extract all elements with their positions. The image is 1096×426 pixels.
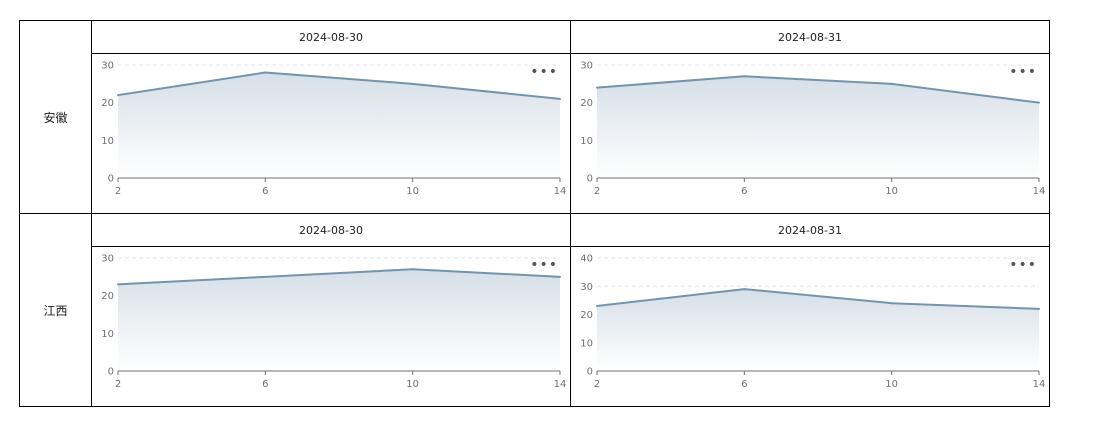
x-tick-label: 2 (115, 186, 121, 197)
area-fill (118, 72, 560, 178)
date-header: 2024-08-30 (92, 21, 570, 54)
data-point (411, 82, 414, 85)
x-tick-label: 6 (262, 186, 268, 197)
chart-cell: 2024-08-31 0 10 20 30 2 6 10 14 ••• (571, 21, 1049, 213)
date-header: 2024-08-31 (571, 214, 1049, 247)
x-tick-label: 14 (554, 186, 567, 197)
data-point (890, 302, 893, 305)
data-grid-table: 安徽 2024-08-30 0 10 20 30 2 6 10 14 ••• 2024-08-… (19, 20, 1050, 407)
chart-area: 0 10 20 30 2 6 10 14 ••• (571, 54, 1049, 213)
y-tick-label: 30 (101, 254, 114, 265)
series-line (117, 71, 561, 100)
data-point (596, 305, 598, 308)
data-point (1038, 101, 1040, 104)
data-point (559, 275, 561, 278)
data-point (411, 268, 414, 271)
row-label-anhui: 安徽 (20, 21, 92, 213)
more-horizontal-icon[interactable]: ••• (530, 257, 558, 273)
line-chart: 0 10 20 30 2 6 10 14 (101, 61, 567, 198)
series-line (596, 288, 1040, 310)
series-line (117, 268, 561, 286)
chart-area: 0 10 20 30 2 6 10 14 ••• (92, 54, 570, 213)
y-tick-label: 10 (580, 338, 593, 349)
x-tick-label: 6 (741, 186, 747, 197)
x-tick-label: 14 (1033, 186, 1046, 197)
chart-cell: 2024-08-31 0 10 20 30 40 2 6 10 14 ••• (571, 214, 1049, 407)
line-chart: 0 10 20 30 2 6 10 14 (101, 254, 567, 391)
area-fill (597, 289, 1039, 371)
line-chart: 0 10 20 30 2 6 10 14 (580, 61, 1046, 198)
y-tick-label: 0 (108, 174, 114, 185)
data-point (890, 82, 893, 85)
more-horizontal-icon[interactable]: ••• (530, 64, 558, 80)
chart-area: 0 10 20 30 2 6 10 14 ••• (92, 247, 570, 407)
y-tick-label: 30 (580, 61, 593, 72)
data-point (117, 94, 119, 97)
y-tick-label: 10 (101, 329, 114, 340)
y-tick-label: 20 (101, 291, 114, 302)
x-tick-label: 14 (554, 379, 567, 390)
x-tick-label: 10 (885, 379, 898, 390)
area-fill (597, 76, 1039, 178)
y-tick-label: 0 (587, 174, 593, 185)
more-horizontal-icon[interactable]: ••• (1009, 257, 1037, 273)
more-horizontal-icon[interactable]: ••• (1009, 64, 1037, 80)
x-tick-label: 10 (406, 186, 419, 197)
y-tick-label: 30 (101, 61, 114, 72)
area-fill (118, 269, 560, 371)
y-tick-label: 0 (587, 367, 593, 378)
chart-area: 0 10 20 30 40 2 6 10 14 ••• (571, 247, 1049, 407)
x-tick-label: 2 (115, 379, 121, 390)
y-tick-label: 30 (580, 282, 593, 293)
y-tick-label: 20 (580, 98, 593, 109)
x-tick-label: 10 (885, 186, 898, 197)
data-point (264, 275, 267, 278)
x-tick-label: 2 (594, 379, 600, 390)
x-tick-label: 2 (594, 186, 600, 197)
y-tick-label: 20 (101, 98, 114, 109)
line-chart: 0 10 20 30 40 2 6 10 14 (580, 254, 1046, 391)
chart-cell: 2024-08-30 0 10 20 30 2 6 10 14 ••• (92, 214, 571, 407)
data-point (743, 288, 746, 291)
data-point (264, 71, 267, 74)
date-header: 2024-08-30 (92, 214, 570, 247)
date-header: 2024-08-31 (571, 21, 1049, 54)
data-point (743, 75, 746, 78)
data-point (596, 86, 598, 89)
x-tick-label: 14 (1033, 379, 1046, 390)
y-tick-label: 0 (108, 367, 114, 378)
x-tick-label: 10 (406, 379, 419, 390)
y-tick-label: 10 (580, 136, 593, 147)
data-point (1038, 307, 1040, 310)
y-tick-label: 20 (580, 310, 593, 321)
chart-cell: 2024-08-30 0 10 20 30 2 6 10 14 ••• (92, 21, 571, 213)
y-tick-label: 40 (580, 254, 593, 265)
data-point (117, 283, 119, 286)
data-point (559, 97, 561, 100)
table-row: 安徽 2024-08-30 0 10 20 30 2 6 10 14 ••• 2024-08-… (20, 21, 1049, 213)
series-line (596, 75, 1040, 104)
x-tick-label: 6 (741, 379, 747, 390)
x-tick-label: 6 (262, 379, 268, 390)
y-tick-label: 10 (101, 136, 114, 147)
row-label-jiangxi: 江西 (20, 214, 92, 407)
table-row: 江西 2024-08-30 0 10 20 30 2 6 10 14 ••• 2024-08-… (20, 213, 1049, 407)
